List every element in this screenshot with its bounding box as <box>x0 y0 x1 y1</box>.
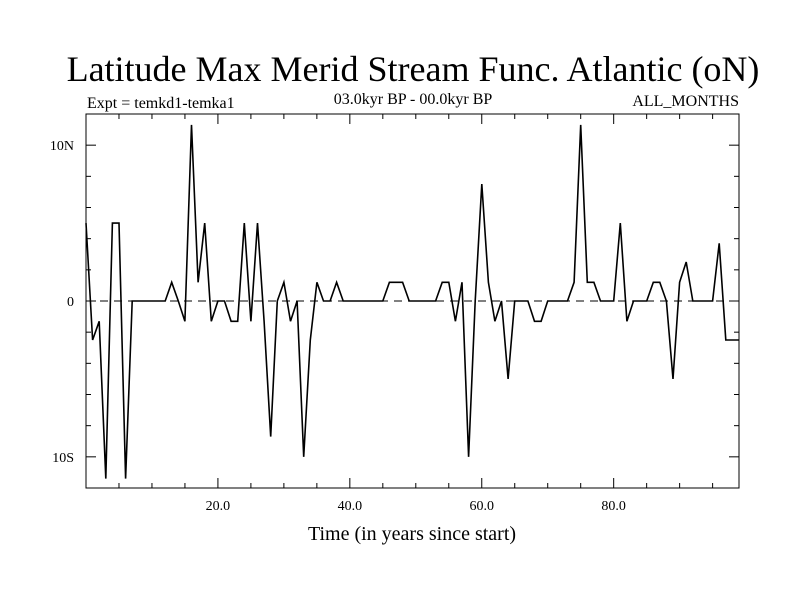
y-tick-label: 0 <box>67 295 74 310</box>
x-tick-label: 40.0 <box>338 499 363 514</box>
x-axis-label: Time (in years since start) <box>308 523 516 545</box>
x-tick-label: 80.0 <box>601 499 626 514</box>
time-range-label: 03.0kyr BP - 00.0kyr BP <box>334 91 493 108</box>
months-label: ALL_MONTHS <box>632 93 739 110</box>
x-tick-label: 60.0 <box>470 499 495 514</box>
x-tick-label: 20.0 <box>206 499 231 514</box>
plot-area: 20.0 40.0 60.0 80.0 10S 0 10N <box>50 113 740 514</box>
experiment-label: Expt = temkd1-temka1 <box>87 95 235 112</box>
y-tick-label: 10S <box>52 451 74 466</box>
series-line <box>85 124 739 479</box>
y-tick-label: 10N <box>50 139 74 154</box>
chart-title: Latitude Max Merid Stream Func. Atlantic… <box>67 49 760 89</box>
